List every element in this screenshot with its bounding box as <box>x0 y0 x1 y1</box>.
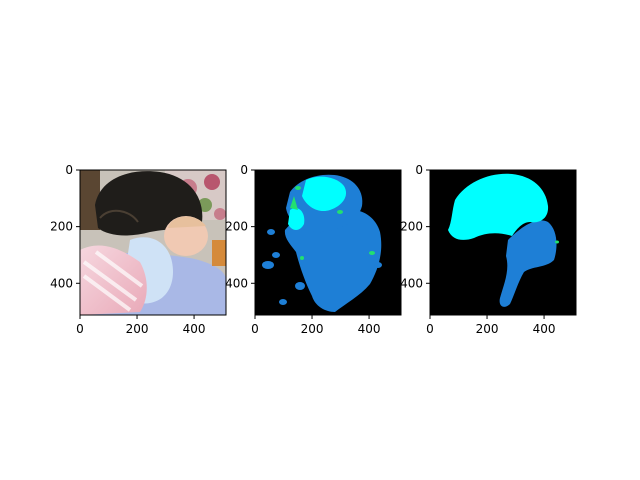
photo-panel <box>79 169 227 316</box>
x-tick-label: 0 <box>251 322 259 336</box>
y-tick-label: 200 <box>50 220 73 234</box>
y-tick-label: 200 <box>400 220 423 234</box>
x-tick-label: 200 <box>301 322 324 336</box>
axes-ticks: 0 200 400 0 200 400 0 200 400 0 200 400 0 200 400 0 200 4… <box>50 163 555 336</box>
y-tick-label: 0 <box>240 163 248 177</box>
x-tick-label: 0 <box>76 322 84 336</box>
prediction-mask <box>262 174 382 312</box>
y-tick-label: 400 <box>225 276 248 290</box>
x-tick-label: 0 <box>426 322 434 336</box>
prediction-panel <box>254 169 402 316</box>
y-tick-label: 0 <box>65 163 73 177</box>
ground-truth-panel <box>429 169 577 316</box>
y-tick-label: 400 <box>400 276 423 290</box>
y-tick-label: 200 <box>225 220 248 234</box>
x-tick-label: 200 <box>126 322 149 336</box>
x-tick-label: 400 <box>358 322 381 336</box>
y-tick-label: 400 <box>50 276 73 290</box>
ground-truth-mask <box>448 173 559 307</box>
x-tick-label: 200 <box>476 322 499 336</box>
photo-image <box>80 170 226 315</box>
y-tick-label: 0 <box>415 163 423 177</box>
x-tick-label: 400 <box>183 322 206 336</box>
x-tick-label: 400 <box>533 322 556 336</box>
